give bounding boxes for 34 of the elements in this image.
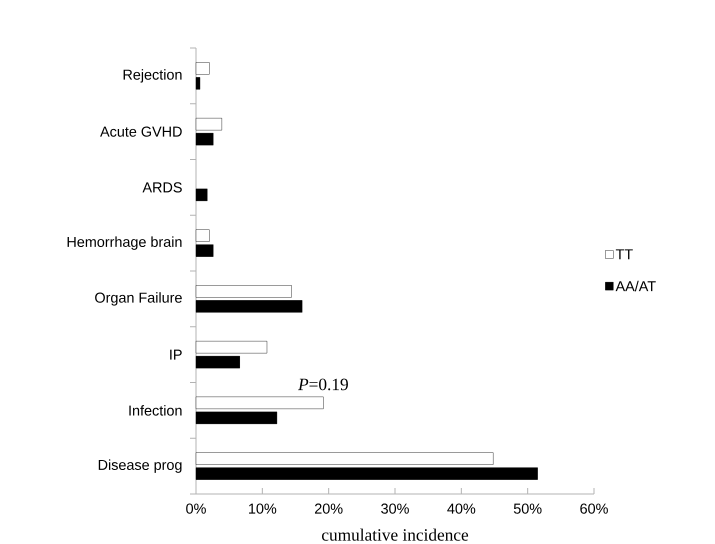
y-tick-label: IP bbox=[170, 350, 182, 360]
legend-label: AA/AT bbox=[616, 280, 656, 292]
bar bbox=[196, 285, 292, 298]
bar bbox=[196, 188, 208, 202]
bar bbox=[196, 340, 268, 354]
y-tick-label: Infection bbox=[129, 405, 182, 416]
x-tick-label: 10% bbox=[249, 504, 276, 514]
x-tick-label: 30% bbox=[381, 504, 409, 514]
x-tick-label: 40% bbox=[447, 504, 476, 514]
annotation: P=0.19 bbox=[298, 378, 348, 390]
x-tick-label: 0% bbox=[186, 504, 206, 514]
bar bbox=[196, 467, 538, 480]
bar bbox=[196, 244, 214, 257]
bar bbox=[196, 229, 210, 242]
legend-label: TT bbox=[616, 249, 633, 260]
bar bbox=[196, 118, 222, 130]
x-axis-title: cumulative incidence bbox=[322, 528, 468, 541]
x-tick-label: 20% bbox=[314, 504, 343, 514]
bar bbox=[196, 300, 302, 313]
bar bbox=[196, 396, 324, 410]
x-tick-label: 60% bbox=[580, 504, 608, 514]
bar bbox=[196, 412, 278, 424]
bar bbox=[196, 356, 240, 368]
bar bbox=[196, 452, 494, 465]
bar bbox=[196, 62, 210, 75]
y-tick-label: Disease prog bbox=[98, 459, 182, 473]
bar bbox=[196, 132, 214, 146]
bar bbox=[196, 77, 200, 90]
y-tick-label: Acute GVHD bbox=[100, 126, 182, 137]
y-tick-label: ARDS bbox=[142, 182, 182, 192]
x-tick-label: 50% bbox=[514, 504, 542, 514]
y-tick-label: Organ Failure bbox=[95, 292, 182, 306]
y-tick-label: Rejection bbox=[124, 69, 182, 83]
y-tick-label: Hemorrhage brain bbox=[68, 236, 182, 250]
